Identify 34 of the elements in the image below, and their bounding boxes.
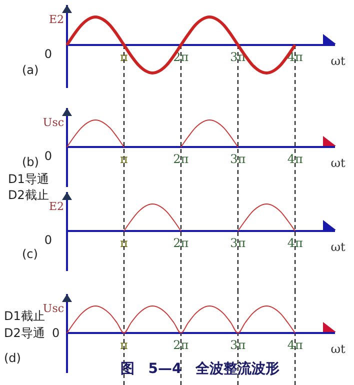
y-axis-title: E2 (48, 200, 64, 213)
text: 0 (44, 47, 52, 61)
x-tick-label: 4π (287, 338, 303, 352)
x-axis-title: ωt (330, 156, 346, 170)
x-tick-label: 2π (173, 338, 189, 352)
x-tick-label: 3π (230, 152, 246, 166)
x-tick-label: π (120, 152, 128, 166)
x-axis-title: ωt (330, 342, 346, 356)
x-tick-label: π (120, 338, 128, 352)
text: D2截止 (8, 188, 49, 202)
text: 图 5—4 全波整流波形 (120, 360, 280, 377)
text: (d) (4, 351, 21, 365)
text: (a) (22, 63, 39, 77)
x-axis-title: ωt (330, 54, 346, 68)
y-axis-title: Usc (42, 302, 64, 315)
x-axis-title: ωt (330, 240, 346, 254)
x-tick-label: 3π (230, 236, 246, 250)
y-axis-title: Usc (42, 116, 64, 129)
x-tick-label: π (120, 50, 128, 64)
x-tick-label: 2π (173, 152, 189, 166)
text: (c) (22, 247, 38, 261)
text: 0 (52, 326, 60, 340)
x-tick-label: 3π (230, 338, 246, 352)
text: D2导通 (4, 326, 45, 340)
text: D1截止 (4, 309, 45, 323)
text: (b) (22, 155, 39, 169)
x-tick-label: 4π (287, 152, 303, 166)
x-tick-label: 2π (173, 236, 189, 250)
text: D1导通 (8, 172, 49, 186)
text: 0 (44, 233, 52, 247)
x-tick-label: 4π (287, 236, 303, 250)
text: 0 (44, 149, 52, 163)
x-tick-label: π (120, 236, 128, 250)
y-axis-title: E2 (48, 13, 64, 26)
